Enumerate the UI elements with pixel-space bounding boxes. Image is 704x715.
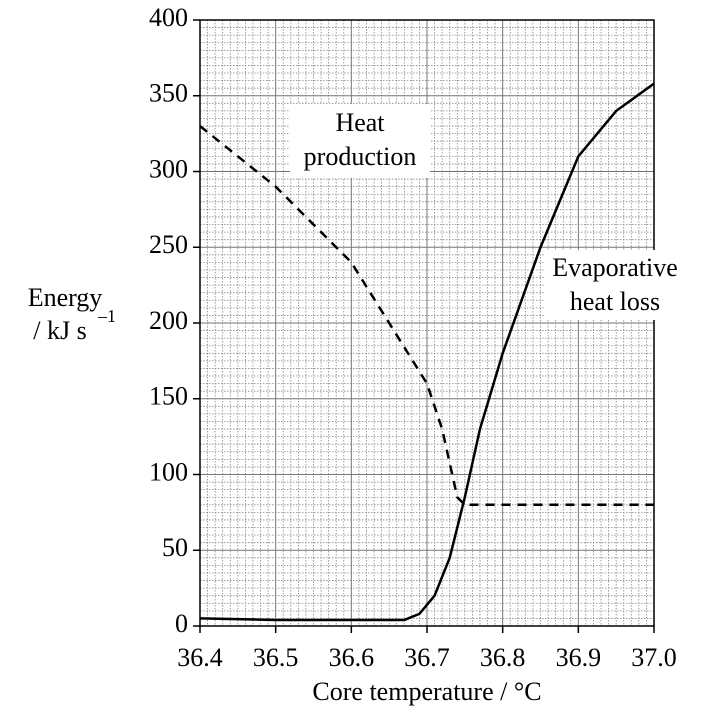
y-tick-label: 250 [149,230,188,259]
annotation-background [545,250,685,320]
annotation-text: production [304,142,417,171]
x-tick-label: 37.0 [631,643,677,672]
y-tick-label: 300 [149,154,188,183]
y-axis-label: Energy [28,283,103,312]
x-tick-label: 36.8 [480,643,526,672]
x-tick-label: 36.6 [329,643,375,672]
y-tick-label: 100 [149,457,188,486]
annotation-text: Heat [335,108,385,137]
y-tick-label: 150 [149,382,188,411]
x-tick-label: 36.4 [177,643,223,672]
x-tick-label: 36.7 [404,643,450,672]
y-tick-label: 0 [175,609,188,638]
annotation-text: Evaporative [552,253,678,282]
x-axis-label: Core temperature / °C [312,677,541,706]
y-tick-label: 400 [149,3,188,32]
y-axis-unit: / kJ s [33,316,86,345]
annotation-text: heat loss [570,287,660,316]
y-tick-label: 350 [149,79,188,108]
data-line [199,125,654,507]
x-tick-label: 36.5 [253,643,299,672]
y-tick-label: 50 [162,533,188,562]
data-line [199,82,655,622]
plot-frame [199,19,655,627]
x-tick-label: 36.9 [556,643,602,672]
y-tick-label: 200 [149,306,188,335]
y-axis-unit-exponent: –1 [97,306,116,326]
annotation-background [290,104,430,178]
